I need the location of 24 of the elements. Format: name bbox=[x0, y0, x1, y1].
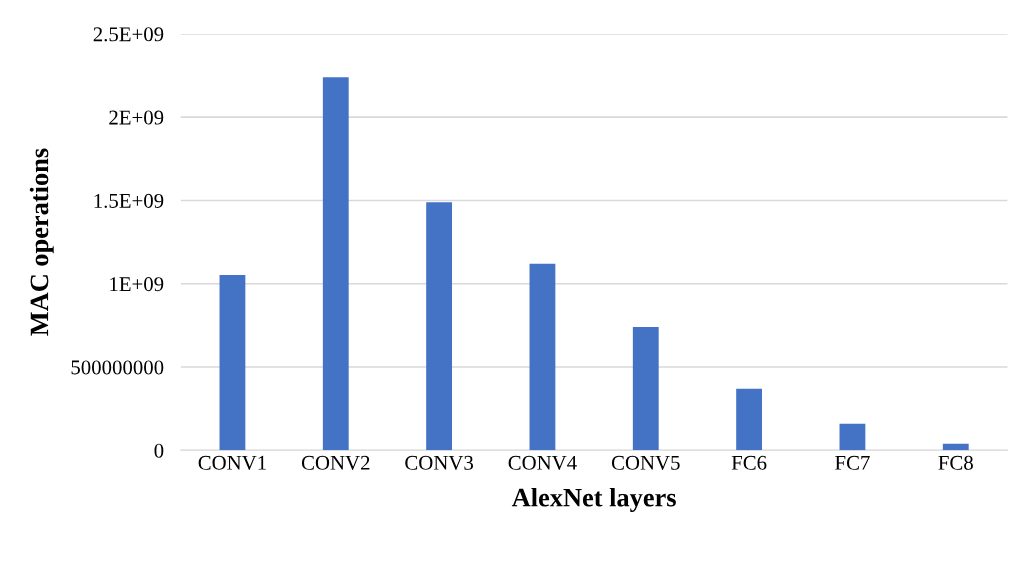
x-tick-label: CONV1 bbox=[198, 455, 266, 470]
x-tick-label: FC7 bbox=[835, 455, 870, 470]
bar bbox=[736, 388, 763, 451]
y-tick-label: 1E+09 bbox=[110, 277, 164, 292]
y-tick-label: 2.5E+09 bbox=[93, 27, 164, 42]
y-axis-title: MAC operations bbox=[29, 148, 54, 336]
x-tick-label: FC8 bbox=[938, 455, 973, 470]
x-tick-label: FC6 bbox=[731, 455, 767, 470]
x-tick-label: CONV3 bbox=[405, 455, 474, 470]
bar bbox=[632, 327, 659, 451]
bar bbox=[839, 423, 866, 451]
bar bbox=[426, 202, 453, 451]
y-tick-label: 2E+09 bbox=[109, 110, 164, 125]
x-axis-title: AlexNet layers bbox=[511, 487, 676, 512]
x-tick-label: CONV5 bbox=[611, 455, 680, 470]
x-tick-label: CONV2 bbox=[301, 455, 370, 470]
y-tick-label: 0 bbox=[154, 443, 164, 458]
y-tick-label: 500000000 bbox=[71, 360, 164, 375]
bar bbox=[942, 443, 969, 451]
y-tick-label: 1.5E+09 bbox=[94, 193, 164, 208]
x-tick-label: CONV4 bbox=[508, 455, 577, 470]
bar bbox=[219, 274, 246, 451]
bar bbox=[529, 263, 556, 451]
bar bbox=[322, 77, 349, 451]
